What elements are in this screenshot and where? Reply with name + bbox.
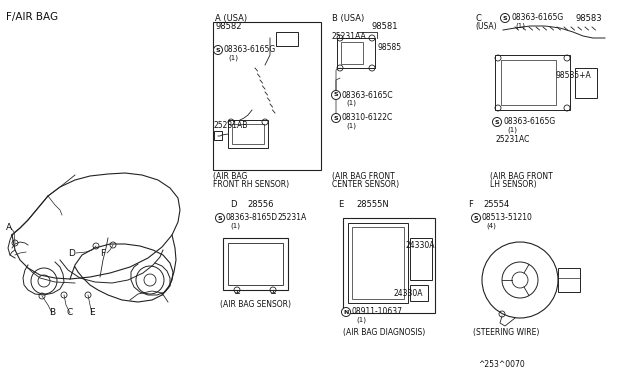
Text: A: A (6, 222, 12, 231)
Text: E: E (338, 200, 343, 209)
Text: 98585+A: 98585+A (555, 71, 591, 80)
Bar (352, 227, 404, 299)
Text: (4): (4) (486, 223, 496, 229)
Text: (1): (1) (346, 100, 356, 106)
Text: 24330A: 24330A (406, 241, 435, 250)
Text: 08513-51210: 08513-51210 (482, 214, 533, 222)
Text: S: S (333, 115, 339, 121)
Text: (AIR BAG SENSOR): (AIR BAG SENSOR) (220, 300, 291, 309)
Text: F: F (100, 248, 106, 257)
Text: 98581: 98581 (372, 22, 399, 31)
Text: A (USA): A (USA) (215, 14, 247, 23)
Text: (USA): (USA) (475, 22, 497, 31)
Text: (1): (1) (356, 317, 366, 323)
Text: (AIR BAG FRONT: (AIR BAG FRONT (332, 172, 395, 181)
Text: 25554: 25554 (483, 200, 509, 209)
Circle shape (332, 113, 340, 122)
Text: B: B (49, 308, 55, 317)
Bar (575, 68, 597, 98)
Text: (AIR BAG: (AIR BAG (213, 172, 248, 181)
Bar (337, 38, 375, 68)
Text: 24330A: 24330A (393, 289, 422, 298)
Text: 98582: 98582 (215, 22, 241, 31)
Bar (213, 22, 321, 170)
Bar (228, 243, 283, 285)
Circle shape (332, 90, 340, 99)
Text: 08363-6165G: 08363-6165G (224, 45, 276, 55)
Bar (348, 223, 408, 303)
Text: 98585: 98585 (377, 44, 401, 52)
Text: S: S (218, 215, 222, 221)
Text: 28556: 28556 (247, 200, 273, 209)
Circle shape (493, 118, 502, 126)
Text: N: N (343, 310, 349, 314)
Text: (STEERING WIRE): (STEERING WIRE) (473, 328, 540, 337)
Bar (232, 124, 264, 144)
Text: (1): (1) (346, 123, 356, 129)
Text: C: C (475, 14, 481, 23)
Text: 08363-6165G: 08363-6165G (511, 13, 563, 22)
Text: 08363-6165G: 08363-6165G (503, 118, 556, 126)
Bar (228, 120, 268, 148)
Text: B (USA): B (USA) (332, 14, 364, 23)
Text: 08363-8165D: 08363-8165D (226, 214, 278, 222)
Text: 25231A: 25231A (277, 214, 307, 222)
Circle shape (342, 308, 351, 317)
Circle shape (500, 13, 509, 22)
Text: (AIR BAG DIAGNOSIS): (AIR BAG DIAGNOSIS) (343, 328, 425, 337)
Text: C: C (67, 308, 73, 317)
Text: S: S (333, 93, 339, 97)
Bar (501, 60, 556, 105)
Text: 25231AB: 25231AB (214, 121, 248, 130)
Text: S: S (502, 16, 508, 20)
Bar (343, 218, 435, 313)
Text: 98583: 98583 (575, 14, 602, 23)
Bar (410, 285, 428, 301)
Bar (214, 131, 222, 140)
Text: (AIR BAG FRONT: (AIR BAG FRONT (490, 172, 553, 181)
Text: D: D (68, 248, 76, 257)
Text: 25231AC: 25231AC (495, 135, 529, 144)
Text: 08310-6122C: 08310-6122C (342, 113, 393, 122)
Text: 08911-10637: 08911-10637 (352, 308, 403, 317)
Text: 28555N: 28555N (356, 200, 388, 209)
Text: D: D (230, 200, 237, 209)
Text: 25231AA: 25231AA (332, 32, 367, 41)
Text: E: E (89, 308, 95, 317)
Text: LH SENSOR): LH SENSOR) (490, 180, 536, 189)
Circle shape (216, 214, 225, 222)
Bar (341, 42, 363, 64)
Bar (495, 55, 570, 110)
Text: F: F (468, 200, 473, 209)
Text: (1): (1) (228, 55, 238, 61)
Circle shape (472, 214, 481, 222)
Text: (1): (1) (230, 223, 240, 229)
Text: S: S (474, 215, 478, 221)
Text: S: S (495, 119, 499, 125)
Bar (223, 238, 288, 290)
Text: ^253^0070: ^253^0070 (478, 360, 525, 369)
Bar (410, 238, 432, 280)
Text: CENTER SENSOR): CENTER SENSOR) (332, 180, 399, 189)
Text: S: S (216, 48, 220, 52)
Bar (276, 32, 298, 46)
Text: (1): (1) (515, 23, 525, 29)
Circle shape (214, 45, 223, 55)
Bar (558, 268, 580, 292)
Text: (1): (1) (507, 127, 517, 133)
Text: FRONT RH SENSOR): FRONT RH SENSOR) (213, 180, 289, 189)
Text: F/AIR BAG: F/AIR BAG (6, 12, 58, 22)
Text: 08363-6165C: 08363-6165C (342, 90, 394, 99)
